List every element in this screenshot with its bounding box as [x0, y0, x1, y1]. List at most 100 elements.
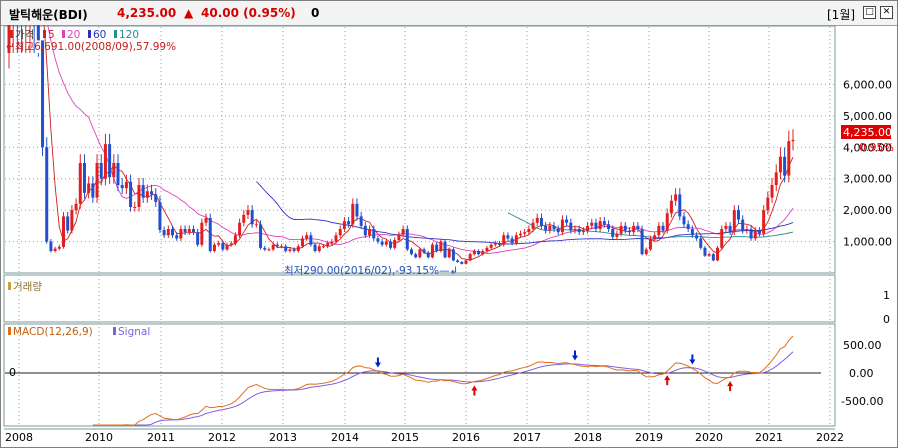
price-panel [3, 25, 836, 274]
candle-body [699, 238, 703, 248]
candle-body [133, 207, 137, 208]
candle-body [238, 222, 242, 236]
candle-body [183, 229, 187, 233]
candle-body [695, 235, 699, 239]
candle-body [158, 201, 162, 230]
candle-body [573, 229, 577, 231]
candle-body [774, 172, 778, 185]
candle-body [405, 229, 409, 250]
candle-body [690, 229, 694, 236]
candle-body [275, 244, 279, 247]
candle-body [187, 229, 191, 233]
sell-arrow-icon [374, 357, 381, 368]
candle-body [70, 210, 74, 231]
candle-body [736, 210, 740, 220]
candle-body [581, 230, 585, 233]
candle-body [544, 225, 548, 231]
candle-body [359, 216, 363, 226]
candle-body [653, 235, 657, 239]
up-arrow-icon: ▲ [184, 6, 194, 20]
candle-body [99, 163, 103, 179]
price-tick: 5,000.00 [843, 110, 892, 123]
candle-body [594, 222, 598, 229]
candle-body [535, 218, 539, 223]
price-tick: 4,000.00 [843, 141, 892, 154]
candle-body [632, 225, 636, 233]
price-legend-label: 가격 [15, 28, 34, 41]
candle-body [271, 244, 275, 250]
ma-legend-label: 20 [67, 29, 80, 41]
candle-body [62, 216, 66, 247]
candle-body [569, 222, 573, 231]
candle-body [208, 218, 212, 251]
candle-body [682, 216, 686, 225]
maximize-icon[interactable]: □ [863, 6, 876, 19]
year-tick: 2022 [816, 431, 844, 444]
candle-body [200, 222, 204, 245]
candle-body [711, 254, 715, 261]
candle-body [49, 241, 53, 251]
candle-body [577, 229, 581, 233]
macd-zero-label: 0 [9, 366, 16, 379]
candle-body [372, 229, 376, 239]
candle-body [221, 243, 225, 250]
candle-body [351, 203, 355, 225]
candle-body [514, 235, 518, 244]
candle-body [636, 225, 640, 229]
buy-arrow-icon [727, 381, 734, 392]
year-tick: 2015 [391, 431, 419, 444]
candle-body [468, 254, 472, 261]
candle-body [422, 249, 426, 253]
title-bar: 발틱해운(BDI) 4,235.00 ▲ 40.00 (0.95%) 0 [1월… [1, 1, 897, 26]
candle-body [229, 243, 233, 245]
candle-body [510, 238, 514, 244]
candle-body [414, 254, 418, 258]
candle-body [472, 251, 476, 255]
candle-body [53, 248, 57, 251]
candle-body [783, 156, 787, 176]
candle-body [531, 222, 535, 229]
candle-body [477, 251, 481, 255]
candle-body [313, 244, 317, 251]
candle-body [724, 225, 728, 229]
low-annotation: 최저290.00(2016/02),-93.15%—↲ [284, 265, 458, 277]
candle-body [707, 254, 711, 256]
sell-arrow-icon [571, 350, 578, 361]
candle-body [321, 246, 325, 248]
candle-body [57, 246, 61, 249]
candle-body [380, 241, 384, 245]
candle-body [489, 244, 493, 248]
period-selector[interactable]: [1월] [827, 8, 856, 22]
candle-body [657, 225, 661, 236]
price-tick: 3,000.00 [843, 173, 892, 186]
candle-body [418, 249, 422, 258]
candle-body [363, 225, 367, 236]
macd-title: MACD(12,26,9) [13, 326, 93, 338]
candle-body [745, 229, 749, 231]
candle-body [196, 232, 200, 245]
year-tick: 2008 [5, 431, 33, 444]
candle-body [347, 221, 351, 225]
candle-body [787, 141, 791, 176]
candle-body [506, 235, 510, 239]
candle-body [640, 229, 644, 255]
candle-body [376, 238, 380, 242]
candle-body [716, 247, 720, 261]
candle-body [757, 230, 761, 234]
close-icon[interactable]: ✕ [880, 6, 893, 19]
candle-body [384, 241, 388, 245]
candle-body [518, 233, 522, 236]
sell-arrow-icon [689, 354, 696, 365]
candle-body [703, 247, 707, 256]
candle-body [430, 244, 434, 258]
candle-body [435, 244, 439, 251]
candle-body [137, 185, 141, 207]
candle-body [728, 225, 732, 233]
candle-body [246, 210, 250, 215]
candle-body [124, 181, 128, 189]
signal-title: Signal [118, 326, 150, 338]
macd-tick-neg500: -500.00 [841, 395, 883, 408]
candle-body [523, 232, 527, 234]
price-change: 40.00 (0.95%) [201, 6, 296, 20]
ma-legend-swatch [43, 30, 46, 38]
